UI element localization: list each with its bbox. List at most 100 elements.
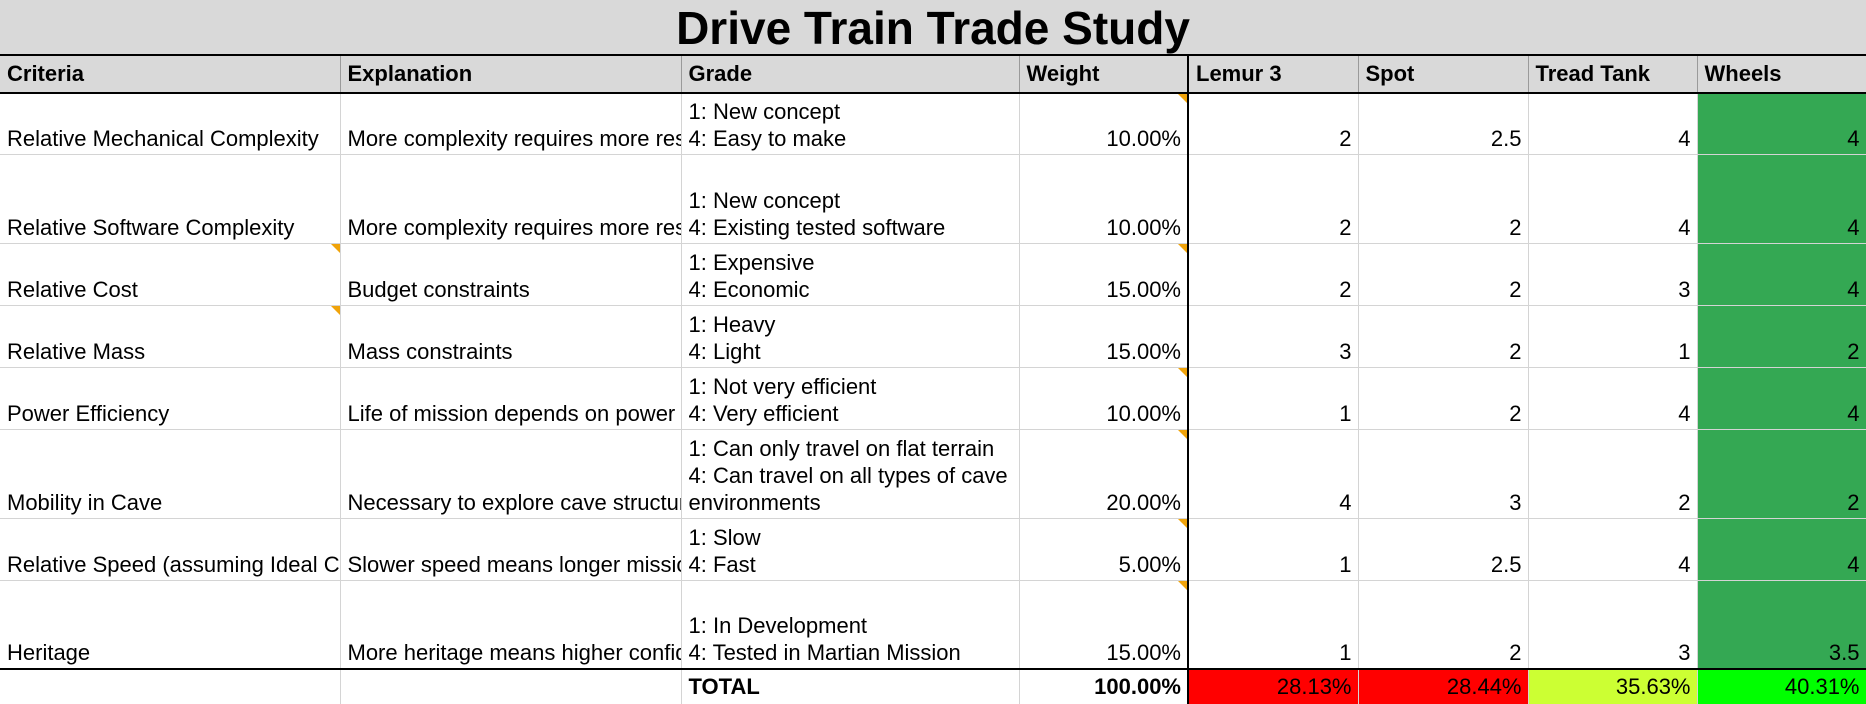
grade-line: 4: Very efficient [688, 400, 839, 426]
cell-score-wheels[interactable]: 2 [1697, 305, 1866, 368]
trade-study-table: Criteria Explanation Grade Weight Lemur … [0, 56, 1866, 704]
cell-score-lemur-3[interactable]: 2 [1187, 243, 1359, 306]
cell-grade[interactable]: 1: In Development 4: Tested in Martian Mi… [681, 580, 1020, 670]
cell-score-spot[interactable]: 2 [1358, 154, 1529, 244]
cell-explanation[interactable]: More heritage means higher confidence si… [340, 580, 682, 670]
cell-score-wheels[interactable]: 2 [1697, 429, 1866, 519]
cell-score-wheels[interactable]: 4 [1697, 93, 1866, 155]
cell-explanation[interactable]: More complexity requires more research, … [340, 154, 682, 244]
grade-line: 1: Not very efficient [688, 373, 877, 399]
cell-score-lemur-3[interactable]: 1 [1187, 580, 1359, 670]
grade-line: environments [688, 489, 821, 515]
cell-total-empty-2[interactable] [340, 668, 682, 704]
cell-score-tread-tank[interactable]: 4 [1528, 93, 1698, 155]
cell-score-tread-tank[interactable]: 2 [1528, 429, 1698, 519]
cell-criteria[interactable]: Heritage [0, 580, 341, 670]
cell-score-lemur-3[interactable]: 2 [1187, 154, 1359, 244]
header-weight[interactable]: Weight [1019, 56, 1189, 94]
cell-weight[interactable]: 15.00% [1019, 305, 1189, 368]
cell-criteria[interactable]: Relative Software Complexity [0, 154, 341, 244]
total-score-tread-tank[interactable]: 35.63% [1528, 668, 1698, 704]
cell-criteria[interactable]: Relative Cost [0, 243, 341, 306]
cell-weight[interactable]: 10.00% [1019, 154, 1189, 244]
cell-grade[interactable]: 1: Not very efficient 4: Very efficient [681, 367, 1020, 430]
cell-weight[interactable]: 5.00% [1019, 518, 1189, 581]
cell-score-lemur-3[interactable]: 4 [1187, 429, 1359, 519]
cell-score-wheels[interactable]: 3.5 [1697, 580, 1866, 670]
cell-grade[interactable]: 1: Heavy 4: Light [681, 305, 1020, 368]
cell-grade[interactable]: 1: Expensive 4: Economic [681, 243, 1020, 306]
cell-score-lemur-3[interactable]: 1 [1187, 518, 1359, 581]
cell-grade[interactable]: 1: Slow 4: Fast [681, 518, 1020, 581]
cell-score-spot[interactable]: 2 [1358, 367, 1529, 430]
cell-score-spot[interactable]: 2 [1358, 243, 1529, 306]
grade-line: 4: Easy to make [688, 125, 847, 151]
sheet-title: Drive Train Trade Study [676, 2, 1190, 54]
total-score-wheels[interactable]: 40.31% [1697, 668, 1866, 704]
cell-explanation[interactable]: Necessary to explore cave structure and … [340, 429, 682, 519]
cell-score-tread-tank[interactable]: 3 [1528, 580, 1698, 670]
cell-score-lemur-3[interactable]: 2 [1187, 93, 1359, 155]
cell-weight[interactable]: 20.00% [1019, 429, 1189, 519]
grade-line: 1: New concept [688, 187, 841, 213]
cell-grade[interactable]: 1: Can only travel on flat terrain 4: Can… [681, 429, 1020, 519]
cell-weight[interactable]: 15.00% [1019, 580, 1189, 670]
total-label[interactable]: TOTAL [681, 668, 1020, 704]
cell-weight[interactable]: 10.00% [1019, 367, 1189, 430]
comment-marker-icon [330, 305, 339, 315]
cell-score-wheels[interactable]: 4 [1697, 518, 1866, 581]
cell-score-wheels[interactable]: 4 [1697, 367, 1866, 430]
cell-criteria[interactable]: Relative Mechanical Complexity [0, 93, 341, 155]
cell-weight[interactable]: 10.00% [1019, 93, 1189, 155]
cell-explanation[interactable]: Slower speed means longer mission [340, 518, 682, 581]
cell-weight[interactable]: 15.00% [1019, 243, 1189, 306]
cell-score-spot[interactable]: 2 [1358, 580, 1529, 670]
grade-line: 4: Light [688, 338, 761, 364]
cell-criteria[interactable]: Power Efficiency [0, 367, 341, 430]
cell-grade[interactable]: 1: New concept 4: Easy to make [681, 93, 1020, 155]
comment-marker-icon [1178, 429, 1187, 439]
total-score-spot[interactable]: 28.44% [1358, 668, 1529, 704]
header-explanation[interactable]: Explanation [340, 56, 682, 94]
grade-line: 4: Fast [688, 551, 756, 577]
cell-score-lemur-3[interactable]: 1 [1187, 367, 1359, 430]
total-score-lemur-3[interactable]: 28.13% [1187, 668, 1359, 704]
cell-explanation[interactable]: Life of mission depends on power [340, 367, 682, 430]
cell-score-wheels[interactable]: 4 [1697, 154, 1866, 244]
cell-explanation[interactable]: Mass constraints [340, 305, 682, 368]
weight-value: 15.00% [1106, 276, 1181, 302]
header-option-wheels[interactable]: Wheels [1697, 56, 1866, 94]
cell-score-tread-tank[interactable]: 4 [1528, 367, 1698, 430]
cell-criteria[interactable]: Mobility in Cave [0, 429, 341, 519]
header-option-tread-tank[interactable]: Tread Tank [1528, 56, 1698, 94]
table-row: Heritage More heritage means higher conf… [0, 580, 1866, 670]
cell-score-tread-tank[interactable]: 4 [1528, 154, 1698, 244]
cell-score-spot[interactable]: 2.5 [1358, 93, 1529, 155]
grade-line: 1: In Development [688, 613, 868, 638]
cell-criteria[interactable]: Relative Mass [0, 305, 341, 368]
grade-line: 4: Can travel on all types of cave [688, 462, 1008, 488]
header-option-spot[interactable]: Spot [1358, 56, 1529, 94]
cell-explanation[interactable]: More complexity requires more research, … [340, 93, 682, 155]
cell-criteria[interactable]: Relative Speed (assuming Ideal Condition… [0, 518, 341, 581]
header-option-lemur-3[interactable]: Lemur 3 [1187, 56, 1359, 94]
grade-line: 1: Expensive [688, 249, 815, 275]
total-weight[interactable]: 100.00% [1019, 668, 1189, 704]
cell-total-empty-1[interactable] [0, 668, 341, 704]
cell-score-tread-tank[interactable]: 3 [1528, 243, 1698, 306]
comment-marker-icon [1178, 243, 1187, 253]
cell-score-spot[interactable]: 3 [1358, 429, 1529, 519]
cell-score-wheels[interactable]: 4 [1697, 243, 1866, 306]
cell-score-spot[interactable]: 2 [1358, 305, 1529, 368]
header-criteria[interactable]: Criteria [0, 56, 341, 94]
cell-explanation[interactable]: Budget constraints [340, 243, 682, 306]
cell-score-lemur-3[interactable]: 3 [1187, 305, 1359, 368]
cell-score-tread-tank[interactable]: 1 [1528, 305, 1698, 368]
table-row: Mobility in Cave Necessary to explore ca… [0, 429, 1866, 519]
header-grade[interactable]: Grade [681, 56, 1020, 94]
cell-grade[interactable]: 1: New concept 4: Existing tested softwar… [681, 154, 1020, 244]
cell-score-spot[interactable]: 2.5 [1358, 518, 1529, 581]
comment-marker-icon [1178, 94, 1187, 103]
cell-score-tread-tank[interactable]: 4 [1528, 518, 1698, 581]
